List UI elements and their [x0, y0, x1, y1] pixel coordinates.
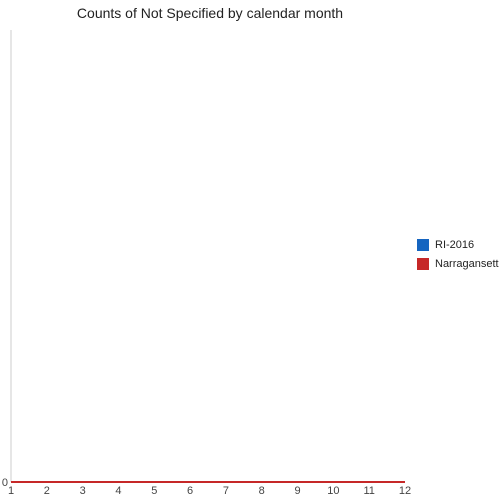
x-tick-label-3: 3 — [80, 485, 86, 497]
x-tick-label-11: 11 — [363, 485, 374, 497]
legend-swatch-ri-2016 — [417, 238, 429, 251]
x-tick-label-8: 8 — [259, 485, 265, 497]
legend-item-ri-2016[interactable]: RI-2016 — [417, 238, 499, 251]
x-tick-labels: 1 2 3 4 5 6 7 8 9 10 11 12 — [8, 485, 411, 497]
legend-swatch-narragansett — [417, 257, 429, 270]
x-tick-label-4: 4 — [115, 485, 121, 497]
x-tick-label-1: 1 — [8, 485, 14, 497]
legend-label-ri-2016: RI-2016 — [435, 238, 475, 251]
legend-item-narragansett[interactable]: Narragansett — [417, 257, 499, 270]
y-tick-labels: 0 — [2, 477, 8, 489]
legend-label-narragansett: Narragansett — [435, 257, 499, 270]
x-tick-label-12: 12 — [399, 485, 411, 497]
x-tick-label-7: 7 — [223, 485, 229, 497]
x-tick-label-10: 10 — [327, 485, 339, 497]
x-tick-label-9: 9 — [294, 485, 300, 497]
chart-title: Counts of Not Specified by calendar mont… — [76, 5, 344, 21]
x-tick-label-6: 6 — [187, 485, 193, 497]
y-tick-label-0: 0 — [2, 477, 8, 489]
x-tick-label-5: 5 — [151, 485, 157, 497]
legend: RI-2016 Narragansett — [417, 238, 499, 276]
x-tick-label-2: 2 — [44, 485, 50, 497]
